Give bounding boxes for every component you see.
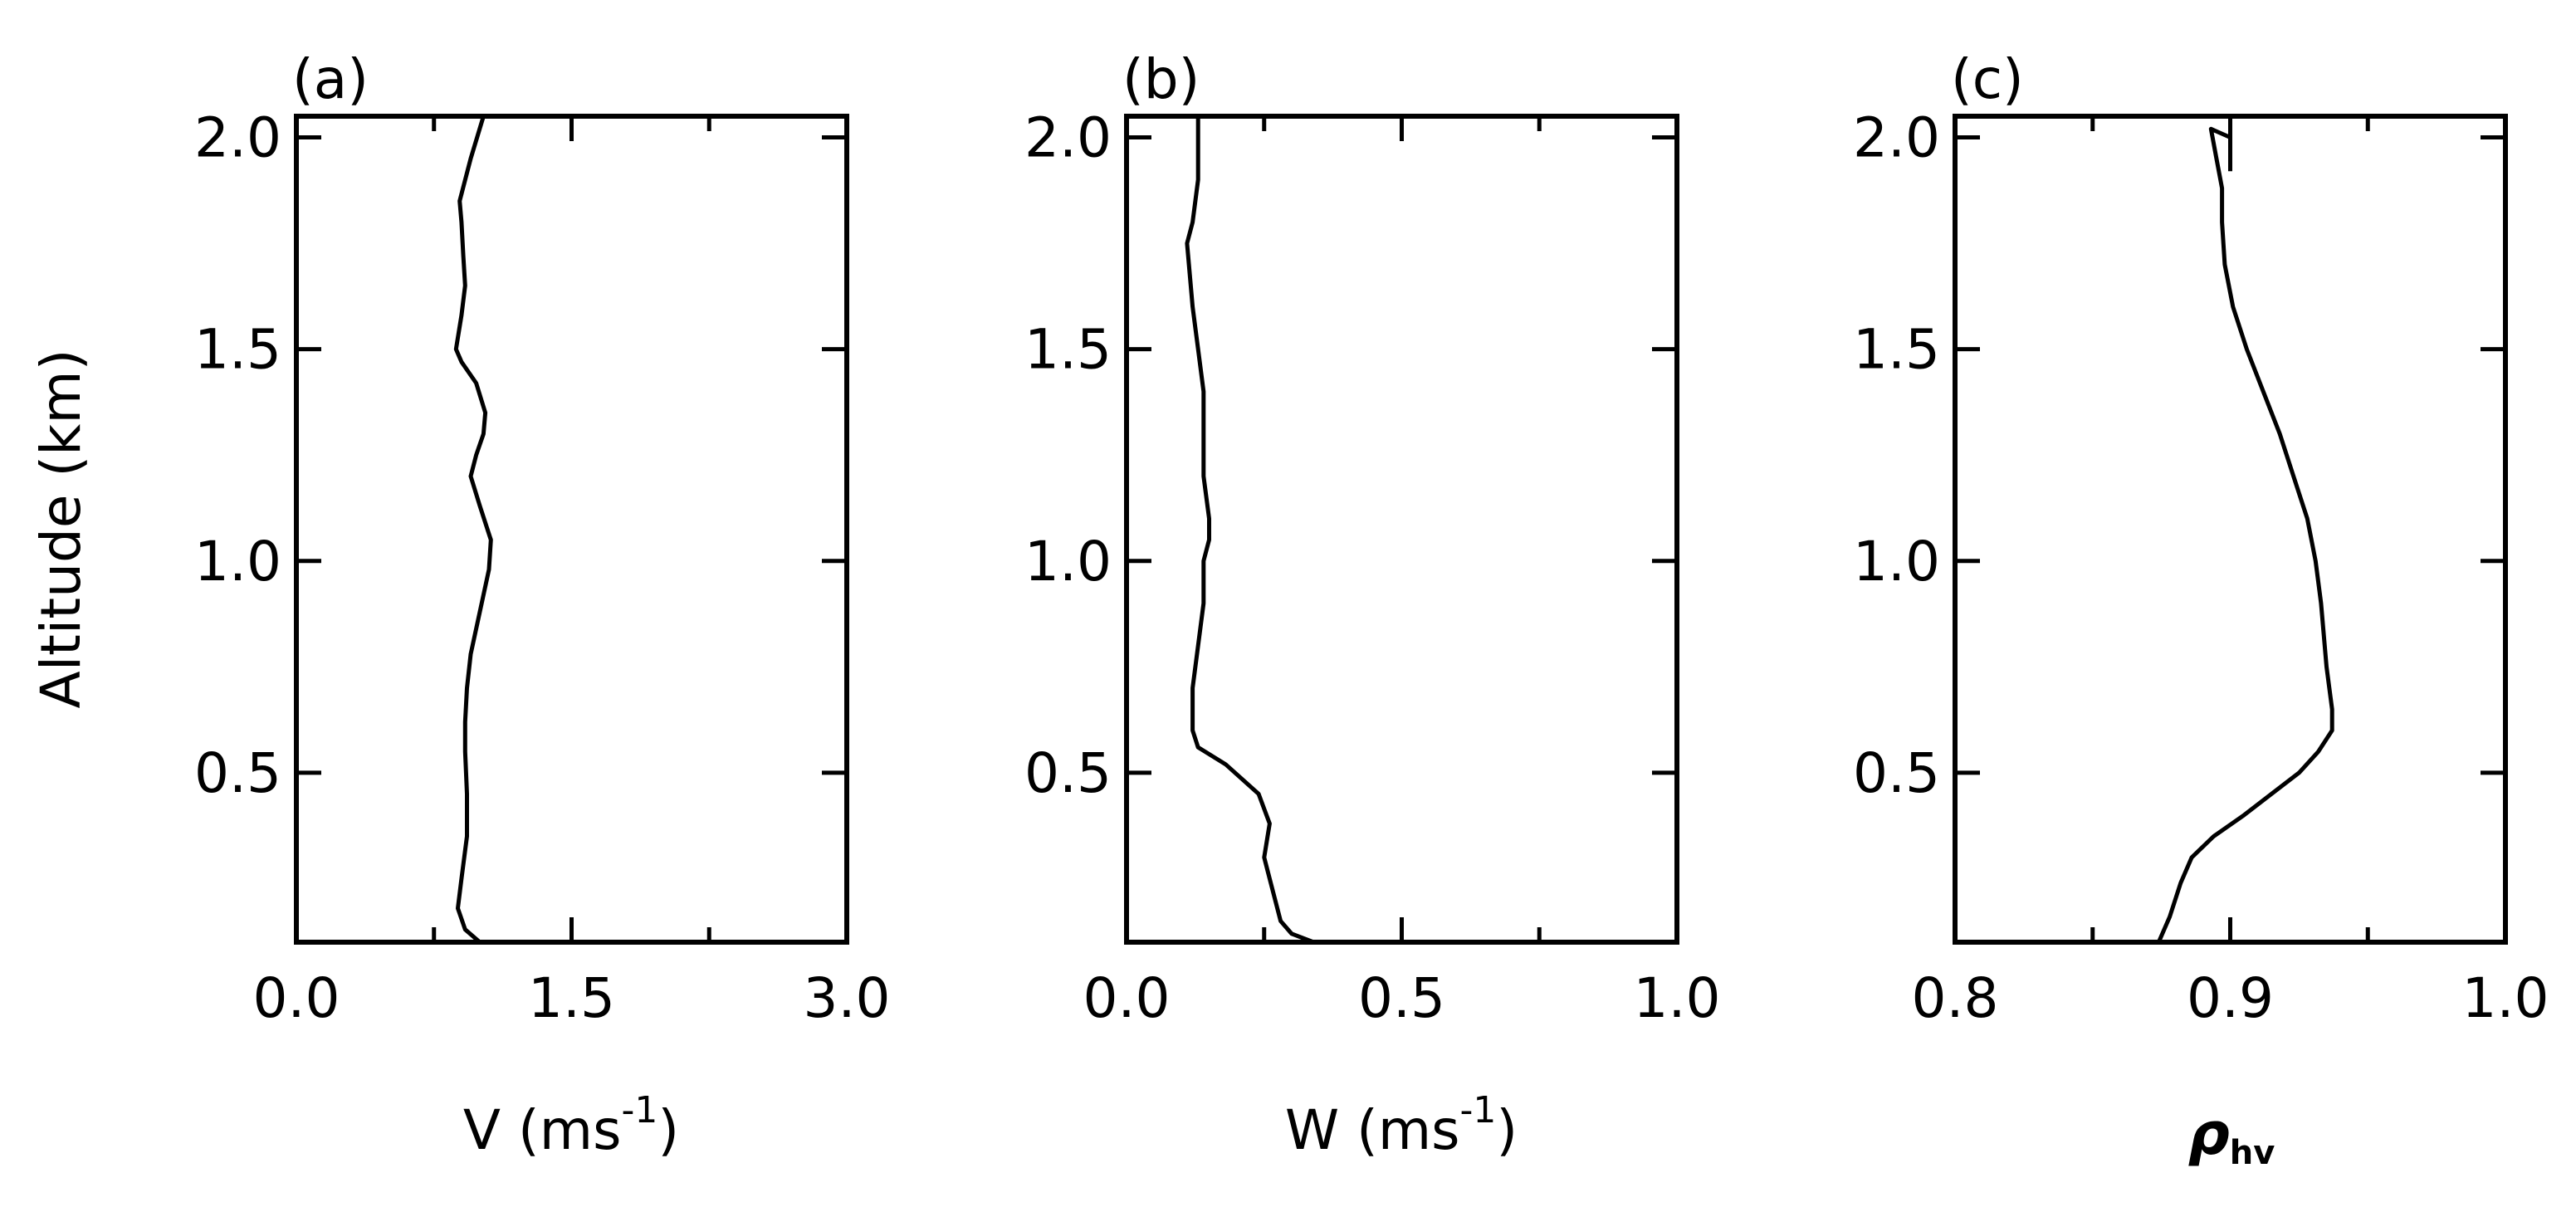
y-tick-label-b-3: 2.0 <box>1024 106 1112 170</box>
x-axis-title-c: ρhv <box>2188 1100 2275 1172</box>
x-axis-title-a-sup: -1 <box>621 1089 657 1131</box>
x-tick-label-a-1: 1.5 <box>528 966 615 1030</box>
x-tick-label-a-2: 3.0 <box>804 966 891 1030</box>
x-tick-label-c-1: 0.9 <box>2187 966 2274 1030</box>
x-axis-title-a-main: V (ms <box>463 1098 622 1162</box>
y-tick-label-a-0: 0.5 <box>194 741 281 805</box>
y-tick-label-a-3: 2.0 <box>194 106 281 170</box>
plot-frame-c <box>1953 114 2508 945</box>
x-axis-title-b-close: ) <box>1496 1098 1518 1162</box>
x-axis-title-c-main: ρ <box>2188 1100 2230 1168</box>
y-tick-label-c-3: 2.0 <box>1853 106 1940 170</box>
panel-label-c: (c) <box>1951 47 2024 111</box>
y-tick-label-a-1: 1.0 <box>194 530 281 594</box>
y-tick-label-c-0: 0.5 <box>1853 741 1940 805</box>
y-tick-label-c-2: 1.5 <box>1853 318 1940 382</box>
panel-a: (a) 0.5 1.0 1.5 2.0 0.0 1.5 3.0 Altitude (km)… <box>29 47 890 1162</box>
x-axis-title-b-main: W (ms <box>1285 1098 1460 1162</box>
x-axis-title-c-sub: hv <box>2230 1134 2275 1172</box>
series-line-a <box>453 115 493 944</box>
x-tick-label-b-1: 0.5 <box>1358 966 1445 1030</box>
y-tick-label-c-1: 1.0 <box>1853 530 1940 594</box>
series-line-c <box>2157 126 2334 943</box>
y-tick-label-a-2: 1.5 <box>194 318 281 382</box>
plot-frame-b <box>1124 114 1679 945</box>
x-tick-label-c-0: 0.8 <box>1912 966 1999 1030</box>
x-axis-title-a: V (ms-1) <box>463 1089 679 1162</box>
y-tick-label-b-2: 1.5 <box>1024 318 1112 382</box>
x-axis-title-b-sup: -1 <box>1460 1089 1497 1131</box>
panel-label-a: (a) <box>292 47 369 111</box>
panel-b: (b) 0.5 1.0 1.5 2.0 0.0 0.5 1.0 W (ms-1) <box>1024 47 1720 1162</box>
x-tick-label-a-0: 0.0 <box>253 966 340 1030</box>
y-axis-title: Altitude (km) <box>29 349 93 709</box>
x-tick-label-c-2: 1.0 <box>2462 966 2549 1030</box>
y-tick-label-b-1: 1.0 <box>1024 530 1112 594</box>
x-axis-title-a-close: ) <box>657 1098 679 1162</box>
series-line-b <box>1185 116 1315 945</box>
panel-c: (c) 0.5 1.0 1.5 2.0 0.8 0.9 1.0 ρhv <box>1853 47 2549 1172</box>
plot-frame-a <box>294 114 849 945</box>
x-tick-label-b-0: 0.0 <box>1083 966 1171 1030</box>
x-axis-title-b: W (ms-1) <box>1285 1089 1518 1162</box>
panel-label-b: (b) <box>1122 47 1200 111</box>
x-tick-label-b-2: 1.0 <box>1634 966 1721 1030</box>
y-tick-label-b-0: 0.5 <box>1024 741 1112 805</box>
